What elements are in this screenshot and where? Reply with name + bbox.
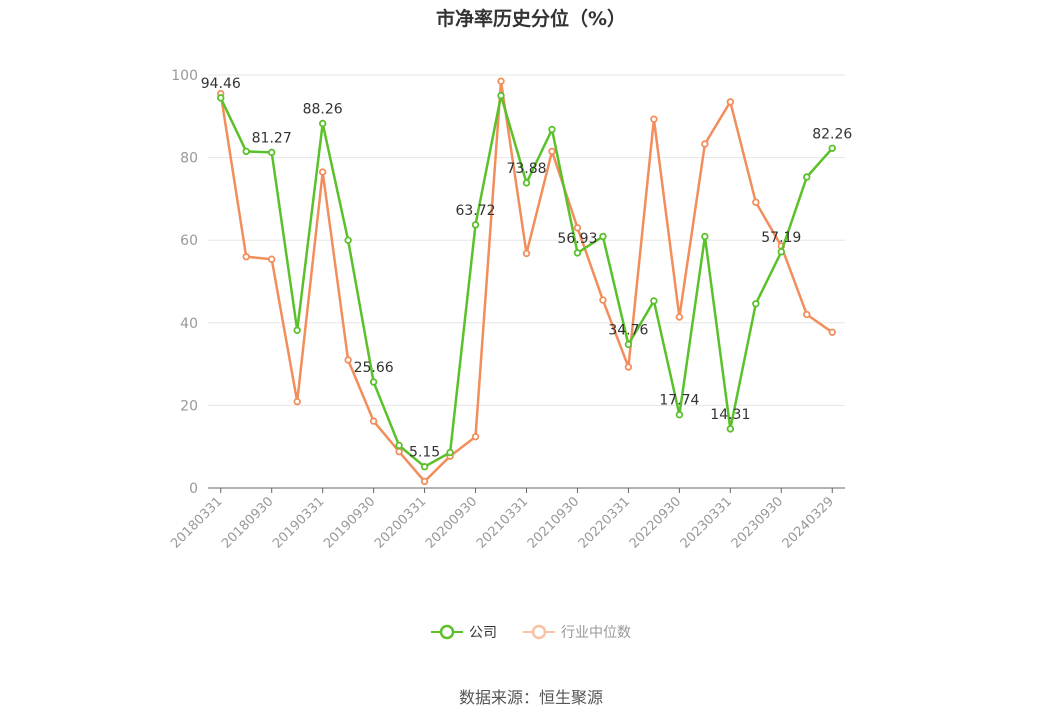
data-label: 82.26 [812,126,852,142]
data-point-industry [268,255,276,263]
data-point-company [497,91,505,100]
source-note: 数据来源：恒生聚源 [458,688,603,707]
data-point-industry [726,98,735,106]
y-tick-label: 60 [180,233,198,249]
x-tick-label: 20180331 [168,494,225,551]
data-point-industry [599,296,607,304]
data-point-company [726,425,735,433]
data-point-industry [293,397,301,406]
data-label: 25.66 [354,360,394,376]
data-point-industry [548,147,556,156]
grid-layer [208,74,845,406]
data-point-company [624,340,633,349]
line-chart: 0 20 40 60 80 100 2018033120180930201903312019… [168,68,853,552]
data-label: 94.46 [201,76,241,92]
data-point-industry [369,417,378,425]
data-point-company [217,94,225,102]
data-point-company [522,179,531,187]
data-point-industry [675,313,684,321]
x-tick-label: 20190930 [321,494,378,551]
data-point-company [471,221,480,229]
data-point-industry [624,363,633,371]
data-label: 17.74 [659,393,699,409]
data-point-company [395,441,403,450]
data-point-industry [395,447,403,456]
data-point-company [242,147,250,156]
data-point-company [650,297,658,305]
data-point-industry [344,356,352,364]
x-tick-label: 20210930 [525,494,582,551]
x-tick-label: 20190331 [270,494,327,551]
legend-item-industry[interactable]: 行业中位数 [523,622,631,642]
legend-label-industry: 行业中位数 [561,625,631,641]
data-point-industry [752,198,760,206]
x-tick-label: 20230930 [729,494,786,551]
data-point-industry [650,115,658,123]
x-tick-label: 20220930 [627,494,684,551]
data-label: 57.19 [761,230,801,246]
data-label: 56.93 [557,231,597,247]
y-tick-label: 20 [180,398,198,414]
data-label: 73.88 [506,161,546,177]
y-tick-label: 40 [180,316,198,332]
data-point-company [752,300,760,308]
data-point-company [803,173,811,181]
legend-label-company: 公司 [469,625,497,641]
data-point-company [548,125,556,134]
data-label: 14.31 [710,407,750,423]
y-tick-label: 80 [180,151,198,167]
y-tick-label: 0 [189,481,198,497]
data-point-company [369,378,378,386]
data-point-company [268,148,276,157]
data-label: 34.76 [608,322,648,338]
data-point-company [675,411,684,419]
legend-marker-industry [523,624,555,640]
data-point-company [599,232,607,241]
data-point-company [344,236,352,244]
x-tick-label: 20210331 [474,494,531,551]
x-tick-label: 20200930 [423,494,480,551]
data-point-company [318,119,327,128]
data-label: 63.72 [455,203,495,219]
legend: 公司 行业中位数 [0,622,1062,642]
data-point-industry [497,77,505,85]
data-point-industry [803,310,811,319]
data-point-company [828,144,836,152]
series-layer [217,77,836,486]
data-point-industry [701,140,709,148]
data-label: 81.27 [252,130,292,146]
x-tick-label: 20180930 [219,494,276,551]
legend-item-company[interactable]: 公司 [431,622,497,642]
x-tick-label: 20220331 [576,494,633,551]
data-point-industry [471,433,480,441]
data-point-company [420,463,429,471]
x-tick-label: 20200331 [372,494,429,551]
data-label: 5.15 [409,445,440,461]
data-label: 88.26 [303,101,343,117]
data-label-layer: 94.46 81.27 88.26 25.66 5.15 63.72 73.88 56.93 3… [201,76,853,461]
x-tick-label: 20240329 [780,494,837,551]
data-point-company [777,248,785,256]
data-point-industry [828,328,836,336]
legend-marker-company [431,624,463,640]
data-point-company [446,448,454,457]
x-tick-label: 20230331 [678,494,735,551]
data-point-company [573,249,582,257]
data-point-industry [242,253,250,261]
data-point-company [701,232,709,241]
data-point-industry [573,224,582,232]
chart-title: 市净率历史分位（%） [435,8,627,30]
data-point-industry [522,249,531,258]
data-point-industry [318,168,327,176]
y-tick-label: 100 [171,68,198,84]
data-point-industry [420,477,429,486]
data-point-company [293,326,301,334]
